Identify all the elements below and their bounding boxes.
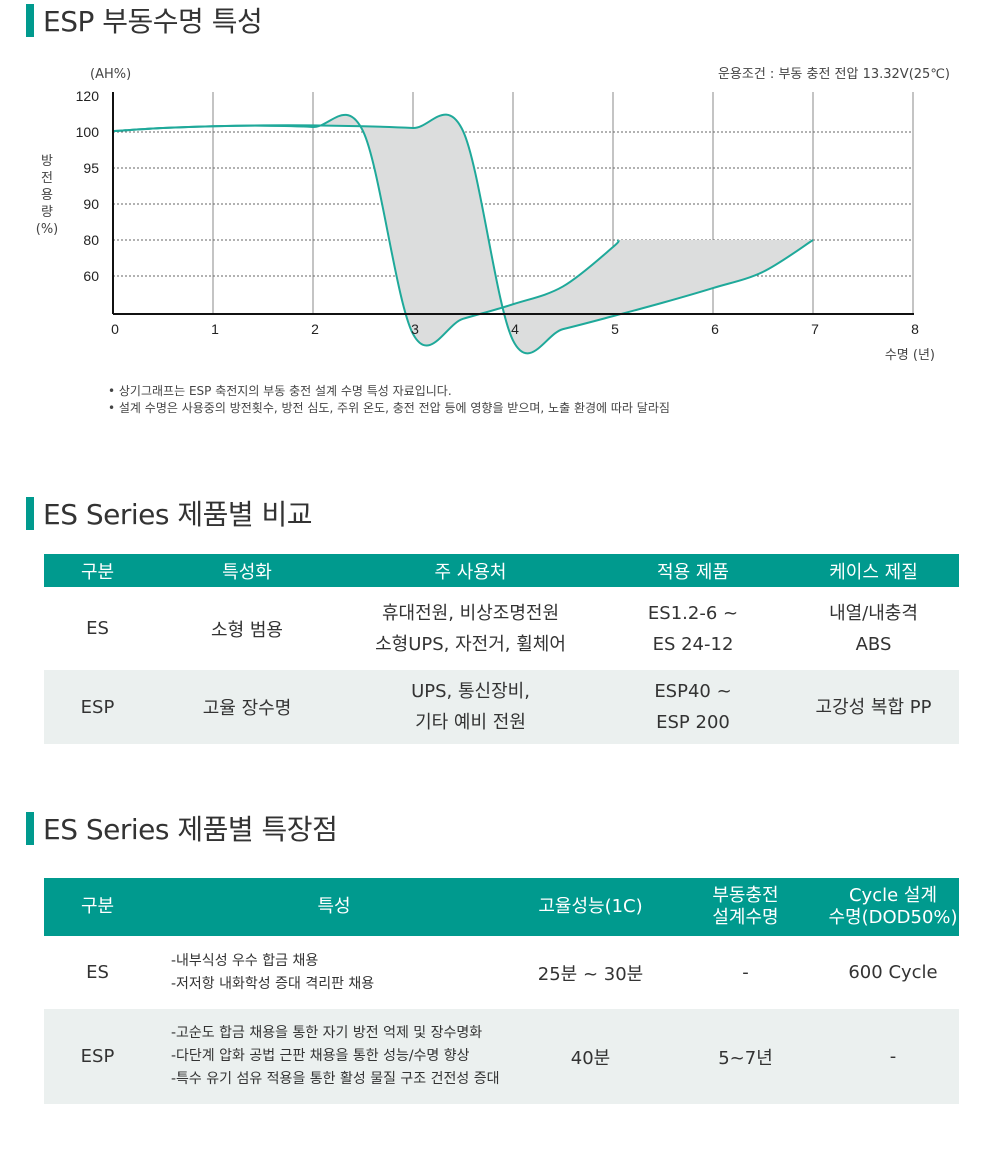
section-title-text: ES Series 제품별 특장점: [43, 813, 338, 846]
feature-line: -고순도 합금 채용을 통한 자기 방전 억제 및 장수명화: [171, 1025, 483, 1041]
y-tick-label: 60: [83, 268, 99, 284]
table-header-row: 구분 특성화 주 사용처 적용 제품 케이스 제질: [44, 554, 959, 587]
table-row: ESP 고율 장수명 UPS, 통신장비, 기타 예비 전원 ESP40 ~ E…: [44, 670, 959, 744]
type-cell: ES: [86, 618, 109, 639]
table-row: ESP -고순도 합금 채용을 통한 자기 방전 억제 및 장수명화 -다단계 …: [44, 1009, 959, 1104]
section-title-features: ES Series 제품별 특장점: [26, 808, 338, 848]
title-accent-bar: [26, 3, 34, 37]
float-life-cell: 5~7년: [664, 1009, 827, 1104]
comparison-table: 구분 특성화 주 사용처 적용 제품 케이스 제질 ES 소형 범용 휴대전원,…: [44, 554, 959, 744]
header-cell: 구분: [44, 554, 151, 587]
cell-line: ES1.2-6 ~: [647, 602, 739, 624]
feature-cell: 소형 범용: [211, 619, 283, 641]
highrate-cell: 25분 ~ 30분: [537, 963, 644, 985]
section-title-text: ESP 부동수명 특성: [43, 5, 263, 38]
header-cell: 특성: [151, 878, 517, 936]
usage-cell: 휴대전원, 비상조명전원 소형UPS, 자전거, 휠체어: [343, 587, 598, 670]
y-tick-label: 100: [76, 124, 100, 140]
section-title-comparison: ES Series 제품별 비교: [26, 493, 313, 533]
y-tick-label: 90: [83, 196, 99, 212]
x-tick-label: 5: [611, 321, 619, 337]
case-cell: 고강성 복합 PP: [788, 670, 959, 744]
feature-line: -내부식성 우수 합금 채용: [171, 952, 319, 969]
x-tick-label: 1: [211, 321, 219, 337]
header-cell: 케이스 제질: [788, 554, 959, 587]
cell-line: 내열/내충격: [829, 602, 918, 624]
products-cell: ESP40 ~ ESP 200: [598, 670, 788, 744]
title-accent-bar: [26, 811, 34, 845]
type-cell: ESP: [44, 670, 151, 744]
feature-cell: -내부식성 우수 합금 채용 -저저항 내화학성 증대 격리판 채용: [151, 936, 517, 1009]
x-tick-labels: 0 1 2 3 4 5 6 7 8: [111, 321, 919, 337]
features-table: 구분 특성 고율성능(1C) 부동충전 설계수명 Cycle 설계 수명(DOD…: [44, 878, 959, 1104]
series-lower-line: [112, 113, 620, 347]
chart-grid: [113, 92, 914, 314]
section-title-float-life: ESP 부동수명 특성: [26, 0, 263, 40]
feature-line: -특수 유기 섬유 적용을 통한 활성 물질 구조 건전성 증대: [171, 1071, 500, 1087]
y-axis-label-char: 전: [41, 171, 53, 186]
life-range-band: [113, 114, 813, 354]
float-life-chart: 120 100 95 90 80 60 0 1 2 3 4 5 6 7 8 (AH%) 운용조건 : 부동…: [36, 67, 950, 363]
cell-line: 고강성 복합 PP: [815, 696, 932, 718]
cell-line: UPS, 통신장비,: [411, 681, 530, 702]
y-tick-label: 80: [83, 232, 99, 248]
y-tick-label: 95: [83, 160, 99, 176]
title-accent-bar: [26, 496, 34, 530]
table-row: ES 소형 범용 휴대전원, 비상조명전원 소형UPS, 자전거, 휠체어 ES…: [44, 587, 959, 670]
cell-line: 소형UPS, 자전거, 휠체어: [375, 633, 566, 655]
cell-line: ESP40 ~: [654, 681, 732, 702]
y-axis-label-char: 방: [41, 154, 53, 169]
x-tick-label: 4: [511, 321, 519, 337]
y-tick-labels: 120 100 95 90 80 60: [76, 88, 100, 284]
operating-condition: 운용조건 : 부동 충전 전압 13.32V(25℃): [718, 67, 950, 82]
float-life-cell: -: [742, 962, 749, 983]
usage-cell: UPS, 통신장비, 기타 예비 전원: [343, 670, 598, 744]
type-cell: ES: [86, 962, 109, 983]
cell-line: 기타 예비 전원: [415, 712, 526, 733]
x-tick-label: 2: [311, 321, 319, 337]
cell-line: ABS: [855, 633, 892, 655]
header-cell: 특성화: [151, 554, 343, 587]
feature-cell: -고순도 합금 채용을 통한 자기 방전 억제 및 장수명화 -다단계 압화 공…: [151, 1009, 517, 1104]
y-unit-label: (AH%): [90, 67, 131, 82]
table-header-row: 구분 특성 고율성능(1C) 부동충전 설계수명 Cycle 설계 수명(DOD…: [44, 878, 959, 936]
header-line: 부동충전: [712, 885, 779, 906]
header-line: Cycle 설계: [848, 885, 938, 906]
header-line: 설계수명: [712, 907, 779, 928]
chart-notes: • 상기그래프는 ESP 축전지의 부동 충전 설계 수명 특성 자료입니다. …: [108, 383, 670, 417]
header-cell: 주 사용처: [343, 554, 598, 587]
header-cell: Cycle 설계 수명(DOD50%): [827, 878, 959, 936]
x-tick-label: 8: [911, 321, 919, 337]
cycle-life-cell: -: [827, 1009, 959, 1104]
y-axis-label-char: 용: [41, 188, 53, 203]
x-axis-label: 수명 (년): [885, 348, 935, 363]
highrate-cell: 40분: [517, 1009, 664, 1104]
header-cell: 구분: [44, 878, 151, 936]
x-tick-label: 3: [411, 321, 419, 337]
feature-cell: 고율 장수명: [151, 670, 343, 744]
case-cell: 내열/내충격 ABS: [788, 587, 959, 670]
header-line: 수명(DOD50%): [828, 907, 958, 928]
cell-line: ESP 200: [656, 712, 730, 733]
x-tick-label: 6: [711, 321, 719, 337]
products-cell: ES1.2-6 ~ ES 24-12: [598, 587, 788, 670]
note-line: • 설계 수명은 사용중의 방전횟수, 방전 심도, 주위 온도, 충전 전압 …: [108, 401, 670, 415]
cycle-life-cell: 600 Cycle: [848, 962, 938, 983]
y-tick-label: 120: [76, 88, 100, 104]
section-title-text: ES Series 제품별 비교: [43, 498, 313, 531]
type-cell: ESP: [44, 1009, 151, 1104]
header-cell: 부동충전 설계수명: [664, 878, 827, 936]
header-cell: 적용 제품: [598, 554, 788, 587]
x-tick-label: 0: [111, 321, 119, 337]
feature-line: -저저항 내화학성 증대 격리판 채용: [171, 975, 375, 992]
x-tick-label: 7: [811, 321, 819, 337]
header-cell: 고율성능(1C): [517, 878, 664, 936]
note-line: • 상기그래프는 ESP 축전지의 부동 충전 설계 수명 특성 자료입니다.: [108, 384, 452, 398]
y-axis-label-unit: (%): [36, 222, 59, 237]
cell-line: ES 24-12: [652, 633, 734, 655]
y-axis-label-char: 량: [41, 205, 53, 220]
table-row: ES -내부식성 우수 합금 채용 -저저항 내화학성 증대 격리판 채용 25…: [44, 936, 959, 1009]
cell-line: 휴대전원, 비상조명전원: [381, 602, 560, 624]
feature-line: -다단계 압화 공법 근판 채용을 통한 성능/수명 향상: [171, 1048, 470, 1064]
